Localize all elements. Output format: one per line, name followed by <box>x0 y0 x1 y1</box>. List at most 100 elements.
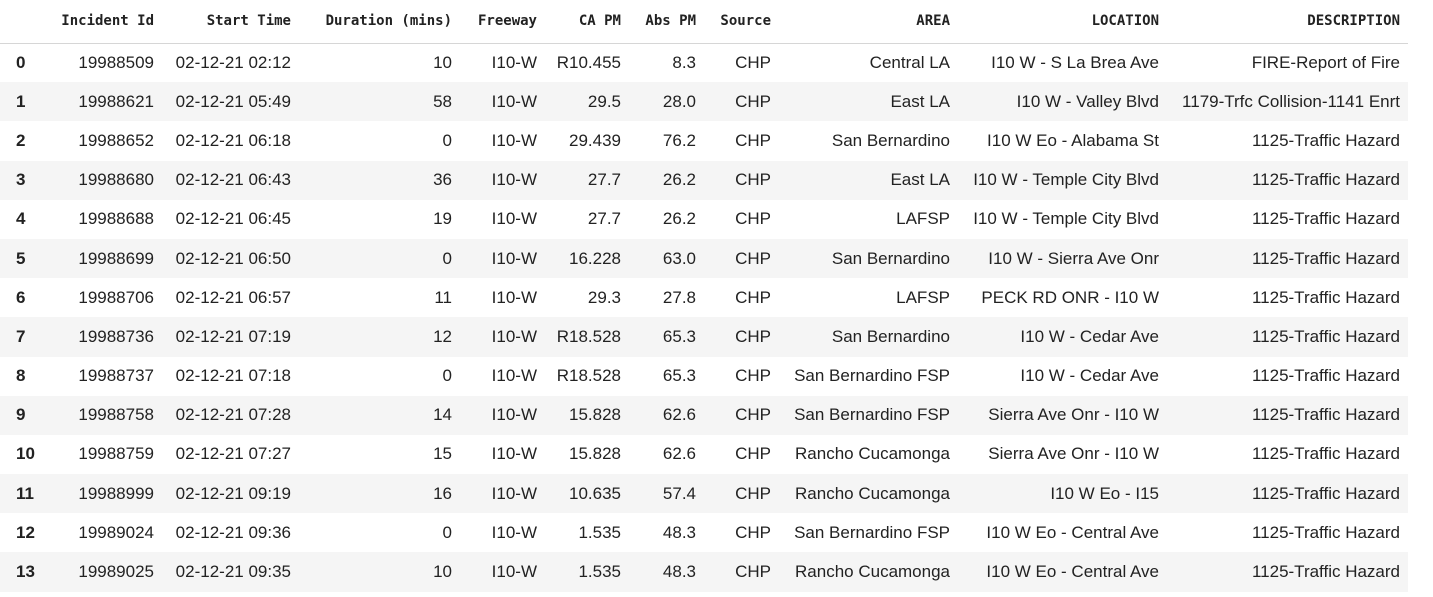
incident-id-cell: 19988680 <box>78 170 154 190</box>
description-cell: 1179-Trfc Collision-1141 Enrt <box>1182 91 1400 111</box>
area-cell: San Bernardino FSP <box>794 405 950 425</box>
incident-id-cell: 19988652 <box>78 130 154 150</box>
abs-pm-cell: 26.2 <box>662 209 696 229</box>
area-cell: LAFSP <box>896 287 950 307</box>
ca-pm-cell: 1.535 <box>578 562 621 582</box>
start-time-cell: 02-12-21 06:18 <box>175 130 291 150</box>
abs-pm-cell: 48.3 <box>662 522 696 542</box>
row-index: 8 <box>16 366 26 386</box>
start-time-cell: 02-12-21 09:36 <box>175 522 291 542</box>
header-location: LOCATION <box>958 0 1167 44</box>
incident-id-cell: 19989024 <box>78 522 154 542</box>
incident-id-cell: 19988699 <box>78 248 154 268</box>
row-index: 6 <box>16 287 26 307</box>
location-cell: I10 W Eo - I15 <box>1050 483 1159 503</box>
ca-pm-cell: R10.455 <box>556 52 621 72</box>
area-cell: San Bernardino FSP <box>794 522 950 542</box>
row-index: 5 <box>16 248 26 268</box>
incident-id-cell: 19988737 <box>78 366 154 386</box>
source-cell: CHP <box>735 287 771 307</box>
duration-cell: 12 <box>433 326 452 346</box>
freeway-cell: I10-W <box>491 405 537 425</box>
ca-pm-cell: 29.439 <box>569 130 621 150</box>
row-index: 2 <box>16 130 26 150</box>
abs-pm-cell: 28.0 <box>662 91 696 111</box>
freeway-cell: I10-W <box>491 91 537 111</box>
area-cell: San Bernardino <box>831 248 950 268</box>
description-cell: 1125-Traffic Hazard <box>1251 405 1400 425</box>
header-description: DESCRIPTION <box>1167 0 1408 44</box>
location-cell: I10 W - Cedar Ave <box>1020 366 1159 386</box>
freeway-cell: I10-W <box>491 52 537 72</box>
abs-pm-cell: 65.3 <box>662 366 696 386</box>
duration-cell: 16 <box>433 483 452 503</box>
ca-pm-cell: 10.635 <box>569 483 621 503</box>
row-index: 10 <box>16 444 35 464</box>
ca-pm-cell: 15.828 <box>569 444 621 464</box>
table-row: 8 19988737 02-12-21 07:18 0 I10-W R18.528 65.3… <box>0 356 1408 396</box>
incident-id-cell: 19988759 <box>78 444 154 464</box>
freeway-cell: I10-W <box>491 522 537 542</box>
abs-pm-cell: 8.3 <box>672 52 696 72</box>
ca-pm-cell: R18.528 <box>556 366 621 386</box>
start-time-cell: 02-12-21 07:19 <box>175 326 291 346</box>
abs-pm-cell: 76.2 <box>662 130 696 150</box>
freeway-cell: I10-W <box>491 130 537 150</box>
area-cell: LAFSP <box>896 209 950 229</box>
area-cell: Central LA <box>869 52 950 72</box>
duration-cell: 10 <box>433 52 452 72</box>
source-cell: CHP <box>735 91 771 111</box>
freeway-cell: I10-W <box>491 483 537 503</box>
area-cell: East LA <box>890 170 950 190</box>
row-index: 13 <box>16 562 35 582</box>
table-body: 0 19988509 02-12-21 02:12 10 I10-W R10.455 8.3… <box>0 43 1408 592</box>
table-row: 0 19988509 02-12-21 02:12 10 I10-W R10.455 8.3… <box>0 43 1408 83</box>
table-row: 5 19988699 02-12-21 06:50 0 I10-W 16.228 63.0 C… <box>0 238 1408 279</box>
table-row: 13 19989025 02-12-21 09:35 10 I10-W 1.535 48.3… <box>0 552 1408 592</box>
ca-pm-cell: 16.228 <box>569 248 621 268</box>
source-cell: CHP <box>735 562 771 582</box>
header-source: Source <box>704 0 779 44</box>
incident-id-cell: 19988688 <box>78 209 154 229</box>
incident-id-cell: 19988706 <box>78 287 154 307</box>
description-cell: 1125-Traffic Hazard <box>1251 326 1400 346</box>
source-cell: CHP <box>735 326 771 346</box>
source-cell: CHP <box>735 130 771 150</box>
start-time-cell: 02-12-21 06:43 <box>175 170 291 190</box>
location-cell: I10 W - Valley Blvd <box>1016 91 1159 111</box>
table-row: 7 19988736 02-12-21 07:19 12 I10-W R18.528 65.… <box>0 317 1408 357</box>
row-index: 7 <box>16 326 26 346</box>
area-cell: San Bernardino <box>831 130 950 150</box>
table-row: 4 19988688 02-12-21 06:45 19 I10-W 27.7 26.2 CH… <box>0 199 1408 239</box>
table-row: 2 19988652 02-12-21 06:18 0 I10-W 29.439 76.2 C… <box>0 121 1408 161</box>
header-ca-pm: CA PM <box>545 0 629 44</box>
header-start-time: Start Time <box>162 0 299 44</box>
start-time-cell: 02-12-21 07:28 <box>175 405 291 425</box>
row-index: 9 <box>16 405 26 425</box>
incident-id-cell: 19989025 <box>78 562 154 582</box>
header-index <box>0 0 55 44</box>
start-time-cell: 02-12-21 07:27 <box>175 444 291 464</box>
abs-pm-cell: 26.2 <box>662 170 696 190</box>
ca-pm-cell: 15.828 <box>569 405 621 425</box>
start-time-cell: 02-12-21 09:19 <box>175 483 291 503</box>
header-incident-id: Incident Id <box>55 0 162 44</box>
location-cell: I10 W Eo - Central Ave <box>986 562 1159 582</box>
description-cell: 1125-Traffic Hazard <box>1251 130 1400 150</box>
description-cell: 1125-Traffic Hazard <box>1251 522 1400 542</box>
row-index: 11 <box>16 483 34 503</box>
incident-id-cell: 19988509 <box>78 52 154 72</box>
ca-pm-cell: 29.5 <box>587 91 621 111</box>
duration-cell: 0 <box>442 366 452 386</box>
start-time-cell: 02-12-21 06:57 <box>175 287 291 307</box>
incidents-table: Incident Id Start Time Duration (mins) F… <box>0 0 1408 592</box>
duration-cell: 14 <box>433 405 452 425</box>
incident-id-cell: 19988999 <box>78 483 154 503</box>
row-index: 3 <box>16 170 26 190</box>
description-cell: 1125-Traffic Hazard <box>1251 366 1400 386</box>
freeway-cell: I10-W <box>491 287 537 307</box>
description-cell: 1125-Traffic Hazard <box>1251 209 1400 229</box>
ca-pm-cell: 1.535 <box>578 522 621 542</box>
incident-id-cell: 19988736 <box>78 326 154 346</box>
location-cell: I10 W - Cedar Ave <box>1020 326 1159 346</box>
